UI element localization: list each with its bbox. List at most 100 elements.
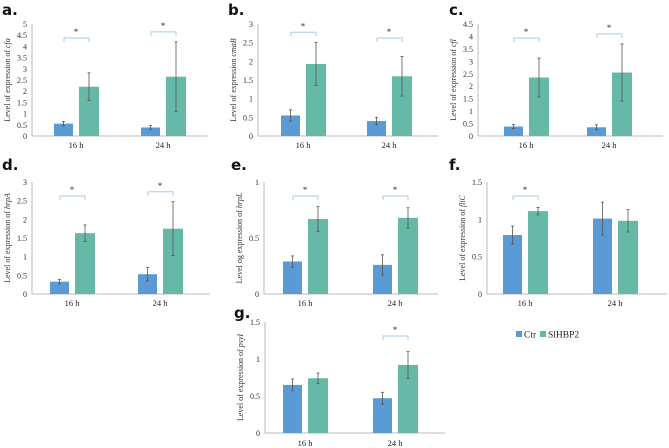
significance-star: * (70, 185, 75, 195)
panel-label: f. (449, 156, 460, 174)
x-tick-label: 16 h (519, 140, 535, 150)
y-tick-label: 1.5 (463, 95, 473, 104)
bar-slhbp2-16h (308, 218, 328, 294)
significance-bracket (63, 37, 90, 42)
significance-bracket (382, 195, 409, 200)
legend: Ctr SlHBP2 (516, 331, 579, 341)
bar-slhbp2-24h (398, 364, 418, 433)
significance-star: * (393, 325, 398, 335)
y-tick-label: 1.5 (17, 234, 27, 243)
panel-hrpA: d. 0 0.5 1 1.5 2 2.5 3 Level of expression of hr… (2, 156, 210, 308)
y-axis-label-text: Level of expression of (3, 48, 12, 122)
y-axis-label: Level of expression of cfa (3, 38, 12, 122)
y-tick-label: 2 (469, 82, 473, 91)
y-tick-label: 1 (23, 253, 27, 262)
significance-star: * (607, 23, 612, 33)
panel-label: a. (2, 1, 18, 19)
x-tick-label: 16 h (298, 438, 314, 448)
y-tick-label: 3 (23, 65, 27, 74)
y-tick-label: 1.5 (472, 178, 482, 187)
y-tick-label: 2.5 (17, 197, 27, 206)
x-tick-label: 16 h (518, 298, 534, 308)
significance-bracket (382, 335, 409, 340)
y-tick-label: 2 (23, 87, 27, 96)
y-tick-label: 5 (23, 20, 27, 29)
bar-slhbp2-24h (163, 228, 183, 294)
panel-hrpL: e. 0 0.5 1 Level og expression of hrpL 16 h * 2… (231, 156, 438, 308)
y-tick-label: 1.5 (17, 98, 27, 107)
significance-bracket (59, 195, 86, 200)
y-tick-label: 0 (255, 290, 259, 299)
y-tick-label: 1.5 (243, 76, 253, 85)
y-tick-label: 1.5 (250, 318, 260, 327)
significance-star: * (74, 27, 79, 37)
bar-slhbp2-16h (529, 77, 549, 136)
significance-star: * (161, 21, 166, 31)
bar-slhbp2-16h (528, 211, 548, 294)
gene-name: cmaB (229, 38, 238, 56)
bar-slhbp2-16h (308, 378, 328, 433)
y-tick-label: 0.5 (249, 234, 259, 243)
panel-label: d. (2, 156, 18, 174)
y-tick-label: 3 (23, 178, 27, 187)
y-tick-label: 1 (249, 95, 253, 104)
x-tick-label: 16 h (298, 298, 314, 308)
x-tick-label: 16 h (65, 298, 81, 308)
y-tick-label: 0 (23, 132, 27, 141)
legend-label: Ctr (524, 331, 537, 341)
gene-name: hrpA (3, 193, 12, 209)
gene-name: cfl (449, 38, 458, 47)
y-tick-label: 3 (249, 20, 253, 29)
y-axis-label: Level of expression of fliC (458, 194, 467, 280)
panel-label: e. (231, 156, 247, 174)
y-axis-label: Level of expression of hrpA (3, 193, 12, 283)
y-tick-label: 3.5 (17, 54, 27, 63)
y-tick-label: 4.5 (463, 20, 473, 29)
panel-cfa: a. 0 0.5 1 1.5 2 2.5 3 3.5 4 4.5 5 Level of expressi… (2, 1, 208, 150)
bar-ctr-16h (283, 384, 302, 433)
bar-ctr-24h (593, 218, 612, 294)
bar-ctr-24h (587, 127, 606, 136)
y-axis-label-text: Level of expression of (449, 47, 458, 121)
y-tick-label: 0.5 (243, 113, 253, 122)
bar-slhbp2-24h (612, 72, 632, 136)
significance-star: * (301, 21, 306, 31)
y-axis-label: Level of expression of cfl (449, 38, 458, 121)
bar-ctr-24h (141, 127, 160, 136)
x-tick-label: 24 h (156, 140, 172, 150)
x-tick-label: 24 h (608, 298, 624, 308)
y-tick-label: 0 (478, 290, 482, 299)
significance-bracket (147, 191, 174, 196)
y-tick-label: 0.5 (17, 271, 27, 280)
significance-bracket (292, 195, 319, 200)
y-axis-label: Level of expression of psyI (236, 334, 245, 421)
bar-ctr-16h (281, 115, 300, 136)
bar-ctr-16h (283, 261, 302, 294)
y-axis-label-text: Level of expression of (458, 207, 467, 281)
bar-ctr-16h (504, 126, 523, 136)
significance-bracket (290, 31, 317, 37)
y-tick-label: 0 (256, 429, 260, 438)
panel-label: c. (449, 1, 464, 19)
x-tick-label: 24 h (153, 298, 169, 308)
bar-ctr-16h (50, 281, 69, 294)
y-tick-label: 0 (249, 132, 253, 141)
y-tick-label: 1 (255, 178, 259, 187)
y-tick-label: 0 (469, 132, 473, 141)
y-tick-label: 1 (478, 215, 482, 224)
y-axis-label-text: Level og expression of (235, 208, 244, 283)
gene-name: cfa (3, 38, 12, 48)
x-tick-label: 16 h (69, 140, 85, 150)
x-tick-label: 24 h (602, 140, 618, 150)
y-tick-label: 0.5 (17, 121, 27, 130)
panel-label: g. (234, 304, 250, 322)
bar-ctr-24h (373, 264, 392, 294)
x-tick-label: 24 h (388, 438, 404, 448)
x-tick-label: 16 h (296, 140, 312, 150)
panel-cmaB: b. 0 0.5 1 1.5 2 2.5 3 Level of expression cmaB 1… (228, 1, 438, 150)
significance-star: * (393, 185, 398, 195)
bar-ctr-16h (503, 235, 522, 294)
y-tick-label: 0.5 (463, 120, 473, 129)
significance-bracket (512, 195, 539, 200)
